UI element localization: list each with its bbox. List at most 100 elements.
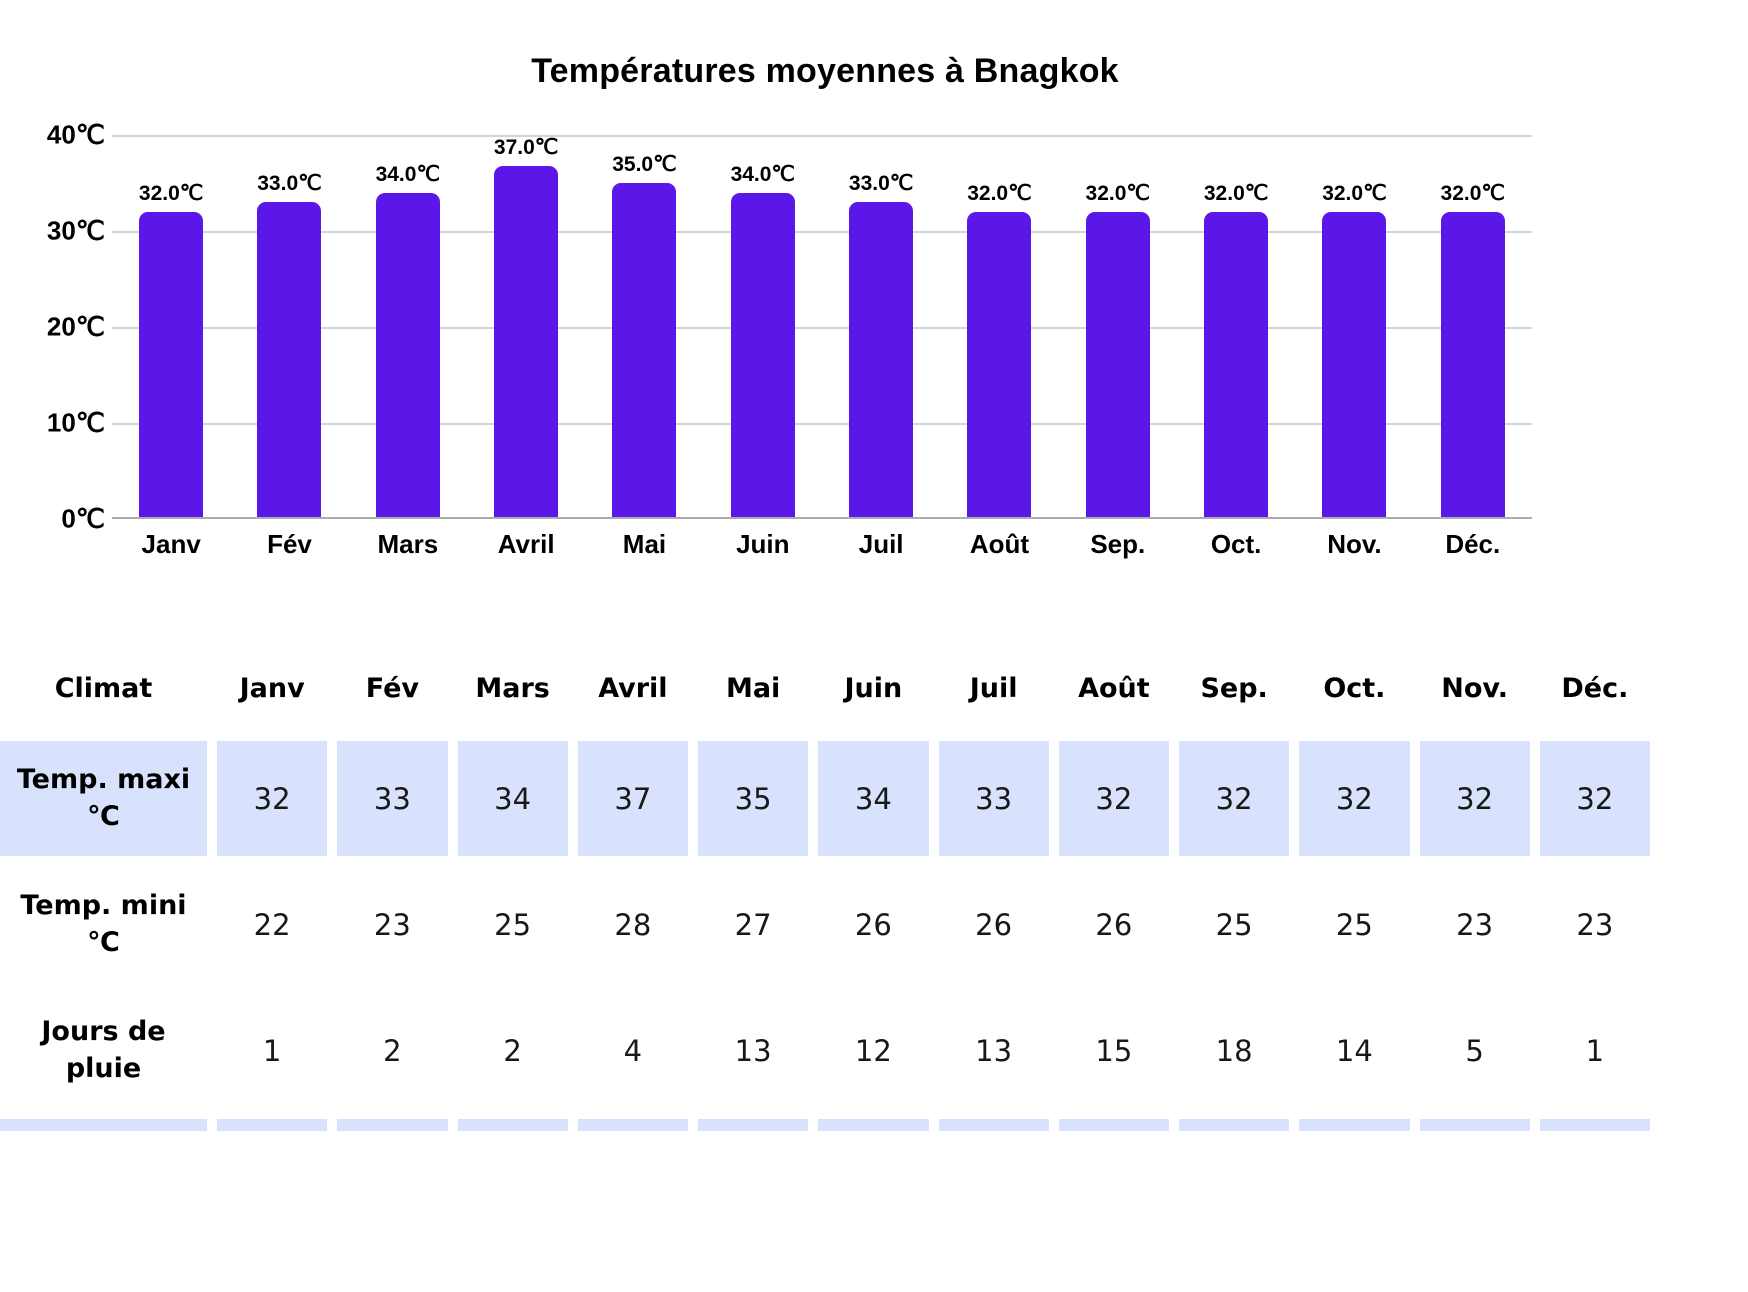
x-axis-label: Sep. — [1090, 529, 1146, 559]
temp-mini-cell: 25 — [1215, 907, 1253, 942]
x-axis-label: Oct. — [1210, 529, 1262, 559]
x-axis-label: Juil — [858, 529, 904, 559]
temp-mini-cell: 26 — [1095, 907, 1133, 942]
y-axis: 40℃ 30℃ 20℃ 10℃ 0℃ — [0, 120, 105, 534]
y-axis-tick: 0℃ — [61, 503, 105, 534]
bar-value-label: 32.0℃ — [1440, 181, 1505, 205]
bar-slot: 32.0℃ — [112, 135, 230, 519]
month-header-cell: Mai — [725, 672, 781, 704]
rain-days-cell: 18 — [1215, 1033, 1253, 1068]
bar-value-label: 32.0℃ — [138, 181, 204, 205]
rain-days-cell: 1 — [1585, 1033, 1605, 1068]
y-axis-tick: 40℃ — [46, 119, 105, 150]
rain-days-cell: 13 — [975, 1033, 1013, 1068]
temp-mini-cell: 22 — [253, 907, 291, 942]
month-header-cell: Déc. — [1561, 672, 1629, 704]
partial-cell — [217, 1119, 328, 1131]
temperature-bar — [967, 211, 1032, 519]
partial-cell — [1179, 1119, 1290, 1131]
bar-value-label: 32.0℃ — [1085, 181, 1151, 205]
temperature-bar — [1322, 211, 1387, 519]
month-header-cell: Mars — [475, 672, 550, 704]
month-header-cell: Nov. — [1441, 672, 1509, 704]
rain-days-cell: 1 — [262, 1033, 282, 1068]
x-axis-label: Mai — [622, 529, 667, 559]
bar-series: 32.0℃ 33.0℃ 34.0℃ — [112, 135, 1532, 519]
temp-mini-cell: 25 — [494, 907, 532, 942]
partial-cell — [698, 1119, 809, 1131]
bar-slot: 32.0℃ — [1177, 135, 1295, 519]
rain-days-cell: 5 — [1465, 1033, 1484, 1068]
month-header-cell: Juil — [969, 672, 1018, 704]
x-axis-label: Janv — [141, 529, 201, 559]
temp-maxi-cell: 33 — [938, 741, 1049, 856]
x-axis-line — [112, 517, 1532, 519]
x-axis-label: Août — [969, 529, 1030, 559]
x-axis-label: Juin — [736, 529, 790, 559]
bar-slot: 37.0℃ — [467, 135, 585, 519]
bar-slot: 32.0℃ — [1295, 135, 1413, 519]
temp-mini-cell: 23 — [1456, 907, 1494, 942]
bar-slot: 33.0℃ — [230, 135, 348, 519]
rain-days-cell: 15 — [1095, 1033, 1133, 1068]
month-header-cell: Juin — [844, 672, 903, 704]
temperature-bar — [612, 183, 677, 519]
table-row-rain-days: Jours de pluie 1 2 2 4 13 12 13 15 18 14 — [0, 993, 1650, 1108]
month-header-cell: Fév — [365, 672, 419, 704]
y-axis-tick: 20℃ — [46, 311, 105, 342]
plot-area: 32.0℃ 33.0℃ 34.0℃ — [112, 135, 1532, 519]
temp-maxi-cell: 32 — [1179, 741, 1290, 856]
table-header-row: Climat Janv Fév Mars Avril Mai Juin Juil… — [0, 646, 1650, 730]
table-row-partial — [0, 1119, 1650, 1131]
bar-slot: 32.0℃ — [940, 135, 1058, 519]
temperature-bar — [1440, 211, 1505, 519]
partial-cell — [1419, 1119, 1530, 1131]
gridline — [112, 423, 1532, 425]
month-header-cell: Oct. — [1323, 672, 1386, 704]
month-header-cell: Août — [1078, 672, 1150, 704]
row-label: Temp. mini ℃ — [20, 890, 187, 958]
temp-maxi-cell: 34 — [457, 741, 568, 856]
x-axis-label: Déc. — [1445, 529, 1501, 559]
temp-maxi-cell: 32 — [1299, 741, 1410, 856]
temperature-bar — [1085, 211, 1150, 519]
temperature-bar — [257, 202, 322, 519]
temperature-bar — [730, 192, 795, 519]
table-row-temp-maxi: Temp. maxi ℃ 32 33 34 37 35 34 33 32 32 … — [0, 741, 1650, 856]
partial-cell — [938, 1119, 1049, 1131]
bar-value-label: 32.0℃ — [967, 181, 1032, 205]
temp-maxi-cell: 32 — [1539, 741, 1650, 856]
partial-cell — [337, 1119, 448, 1131]
climate-table: Climat Janv Fév Mars Avril Mai Juin Juil… — [0, 646, 1650, 1131]
temperature-bar — [1204, 211, 1269, 519]
rain-days-cell: 2 — [383, 1033, 402, 1068]
partial-cell — [818, 1119, 929, 1131]
bar-slot: 32.0℃ — [1414, 135, 1532, 519]
temp-mini-cell: 26 — [975, 907, 1013, 942]
bar-value-label: 35.0℃ — [612, 153, 677, 176]
gridline — [112, 135, 1532, 137]
chart-area: 40℃ 30℃ 20℃ 10℃ 0℃ 32.0℃ — [0, 120, 1650, 534]
bar-value-label: 37.0℃ — [493, 136, 559, 159]
temperature-chart: Températures moyennes à Bnagkok 40℃ 30℃ … — [0, 52, 1650, 560]
x-axis-label: Fév — [267, 529, 312, 559]
row-label: Jours de pluie — [41, 1016, 166, 1084]
month-header-cell: Janv — [239, 672, 305, 704]
month-header-cell: Sep. — [1200, 672, 1268, 704]
y-axis-tick: 10℃ — [46, 407, 105, 438]
rain-days-cell: 14 — [1335, 1033, 1373, 1068]
chart-title: Températures moyennes à Bnagkok — [531, 52, 1119, 90]
bar-slot: 32.0℃ — [1059, 135, 1177, 519]
temp-mini-cell: 28 — [614, 907, 652, 942]
x-axis-label: Nov. — [1327, 529, 1382, 559]
rain-days-cell: 4 — [623, 1033, 643, 1068]
temp-mini-cell: 26 — [854, 907, 892, 942]
table-row-temp-mini: Temp. mini ℃ 22 23 25 28 27 26 26 26 25 … — [0, 867, 1650, 982]
bar-slot: 33.0℃ — [822, 135, 940, 519]
bar-value-label: 34.0℃ — [730, 162, 796, 186]
temperature-bar — [494, 166, 559, 519]
bar-slot: 35.0℃ — [585, 135, 703, 519]
y-axis-tick: 30℃ — [46, 215, 105, 246]
bar-slot: 34.0℃ — [349, 135, 467, 519]
bar-value-label: 33.0℃ — [257, 172, 322, 196]
